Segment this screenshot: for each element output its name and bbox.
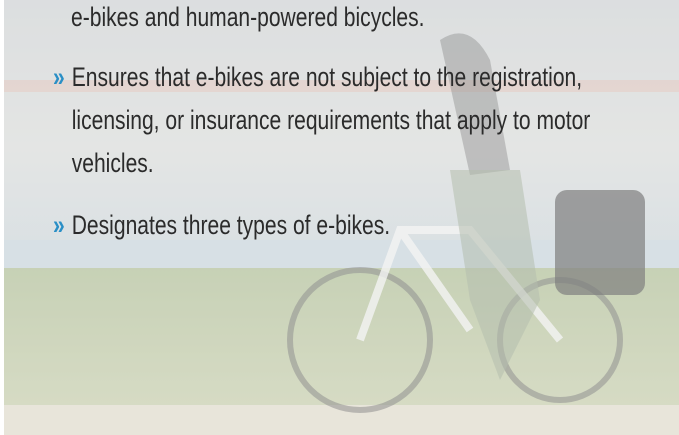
bullet-item: » Ensures that e-bikes are not subject t… — [53, 56, 591, 185]
continuation-line: e-bikes and human-powered bicycles. — [71, 0, 609, 39]
bullet-marker: » — [53, 56, 65, 99]
bullet-item: » Designates three types of e-bikes. — [53, 204, 591, 247]
bullet-text: Designates three types of e-bikes. — [72, 210, 390, 240]
bullet-marker: » — [53, 204, 65, 247]
bullet-list: » Ensures that e-bikes are not subject t… — [53, 56, 591, 266]
slide: e-bikes and human-powered bicycles. » En… — [0, 0, 679, 435]
bullet-text: Ensures that e-bikes are not subject to … — [72, 62, 591, 178]
text-layer: e-bikes and human-powered bicycles. » En… — [0, 0, 679, 435]
